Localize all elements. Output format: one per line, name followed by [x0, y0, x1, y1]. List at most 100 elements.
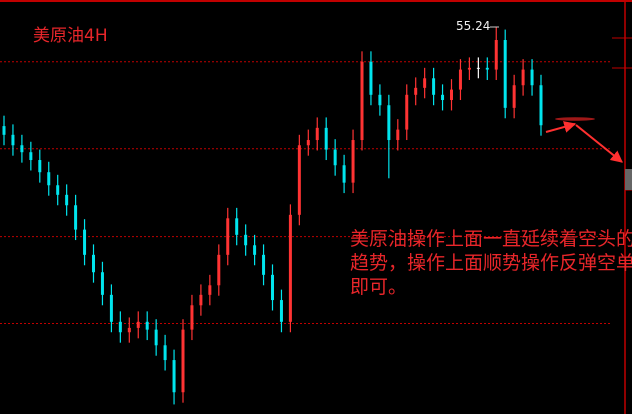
chart-title: 美原油4H: [33, 26, 108, 46]
candle-body: [181, 329, 185, 393]
candle-body: [47, 172, 51, 186]
candle: [181, 319, 185, 403]
candle-body: [279, 300, 283, 322]
candle: [306, 129, 310, 156]
candle: [217, 244, 221, 296]
candle-body: [20, 145, 24, 153]
candle-body: [432, 78, 436, 95]
candle: [262, 244, 266, 286]
candle-body: [136, 321, 140, 328]
candle-body: [342, 165, 346, 183]
candle: [136, 311, 140, 339]
candle: [441, 84, 445, 111]
candle: [47, 161, 51, 196]
candle-body: [271, 274, 274, 301]
candle: [503, 29, 507, 119]
candle-body: [145, 321, 149, 330]
candle-body: [378, 94, 382, 106]
candle-body: [324, 127, 328, 150]
candle: [271, 264, 274, 311]
candle-body: [467, 67, 471, 70]
candle: [109, 284, 113, 333]
candle: [226, 207, 230, 266]
candle-body: [244, 234, 248, 246]
candle: [342, 154, 346, 194]
candle: [83, 219, 87, 266]
analysis-note: 美原油操作上面一直延续着空头的趋势，操作上面顺势操作反弹空单即可。: [350, 228, 632, 298]
candle-body: [288, 214, 292, 322]
candle-body: [226, 218, 230, 255]
candle-body: [369, 61, 373, 95]
candle: [351, 129, 355, 194]
candle-body: [521, 69, 525, 86]
candle-body: [217, 254, 221, 286]
candle-body: [405, 94, 409, 130]
candle: [405, 84, 409, 141]
candle: [163, 334, 167, 371]
candle-body: [109, 294, 113, 322]
candle: [20, 134, 24, 163]
candle: [65, 184, 69, 216]
candle-body: [65, 194, 69, 206]
candle-body: [235, 218, 239, 235]
candle-body: [100, 272, 104, 295]
candle: [315, 117, 319, 151]
candle: [2, 115, 6, 146]
candle: [423, 67, 427, 99]
candle: [297, 134, 301, 226]
candle: [378, 84, 382, 116]
candle: [253, 234, 257, 266]
candle-body: [74, 205, 78, 230]
candle: [208, 274, 212, 306]
candle: [235, 207, 239, 246]
candle-body: [387, 105, 391, 141]
candle: [485, 57, 489, 81]
candle: [92, 244, 95, 283]
price-axis[interactable]: [612, 0, 632, 414]
candle-body: [262, 254, 266, 275]
candle: [100, 261, 104, 306]
candle-body: [163, 345, 167, 361]
candle: [369, 51, 373, 106]
candle-body: [11, 134, 15, 146]
candle: [56, 174, 60, 206]
candle: [288, 204, 292, 333]
candle-body: [38, 160, 42, 173]
candle: [467, 57, 471, 81]
candle-body: [423, 78, 427, 88]
current-price-marker: [625, 169, 632, 190]
rebound-arrow: [545, 121, 577, 133]
candle: [190, 294, 194, 341]
candle: [145, 311, 149, 341]
candle-body: [485, 67, 489, 70]
candle-body: [396, 129, 400, 141]
candle: [324, 117, 328, 161]
candle-body: [441, 94, 445, 101]
candle-body: [92, 254, 95, 273]
candle-body: [351, 140, 355, 183]
candle: [476, 57, 480, 79]
candle-body: [476, 67, 480, 69]
candle: [29, 141, 33, 171]
candle-body: [56, 185, 60, 195]
candle-body: [414, 87, 418, 95]
candle: [279, 289, 283, 333]
candle: [512, 74, 516, 119]
candle: [118, 311, 122, 343]
candle-body: [512, 85, 516, 108]
candle-body: [539, 85, 543, 126]
candle: [432, 67, 436, 106]
candle-body: [172, 360, 176, 393]
candle: [414, 77, 418, 106]
candle-body: [450, 89, 453, 101]
candle: [199, 284, 203, 316]
candle: [539, 74, 543, 136]
candle: [450, 79, 453, 111]
candle-body: [458, 69, 462, 90]
candle: [11, 124, 15, 156]
candle: [127, 317, 131, 343]
candle-body: [2, 126, 6, 135]
candle: [38, 149, 42, 183]
candle-body: [83, 229, 87, 255]
